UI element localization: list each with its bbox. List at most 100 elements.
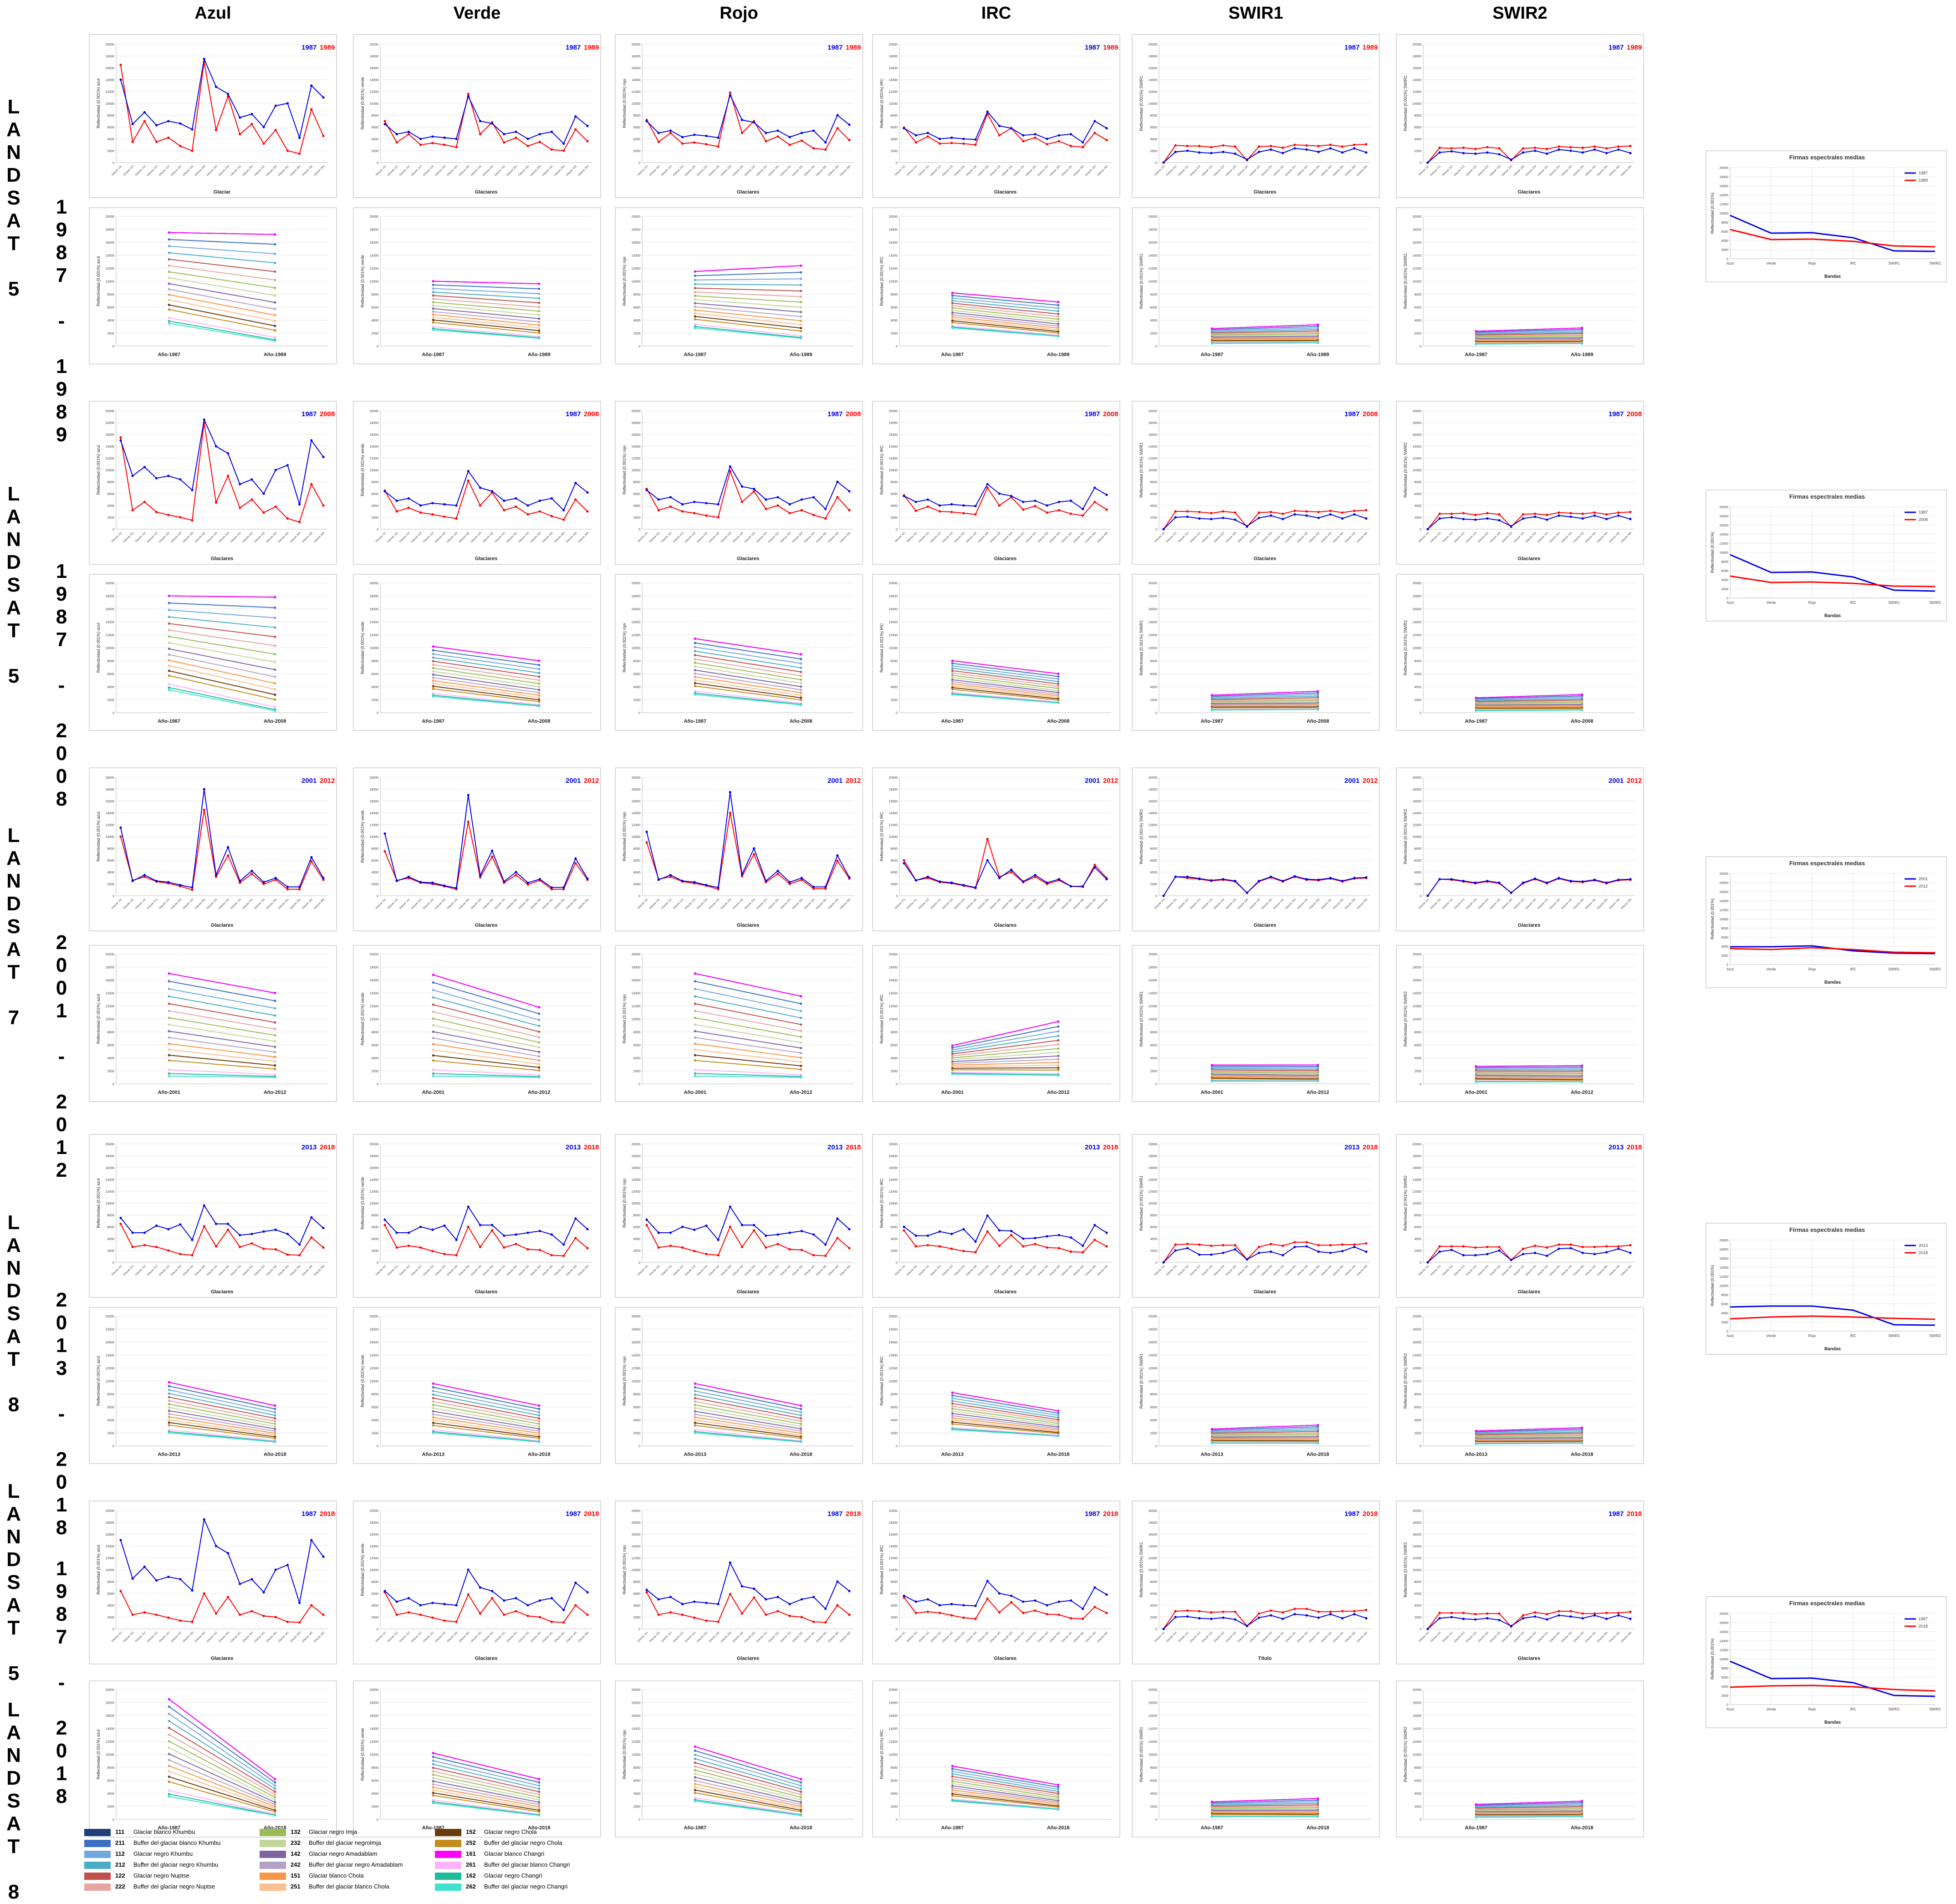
- y-tick-label: 12000: [889, 824, 898, 827]
- data-point: [432, 294, 434, 297]
- x-tick-label: Glaciar 251: [1025, 1265, 1037, 1276]
- data-point: [168, 1775, 170, 1778]
- glacier-line: [169, 1389, 275, 1413]
- y-tick-label: 14000: [1413, 255, 1422, 258]
- data-point: [239, 116, 241, 119]
- y-tick-label: 14000: [889, 992, 898, 995]
- y-tick-label: 8000: [107, 660, 114, 663]
- glacier-line: [952, 1065, 1058, 1067]
- x-tick-label: Glaciar 242: [1261, 165, 1273, 177]
- row-label-char: -: [58, 1671, 65, 1694]
- data-point: [203, 1518, 205, 1521]
- y-tick-label: 10000: [1413, 469, 1422, 472]
- data-point: [903, 859, 905, 862]
- y-axis-label: Reflectividad (0.001%): [1710, 1639, 1715, 1680]
- x-tick-label: Glaciar 222: [954, 165, 965, 177]
- data-point: [1105, 1245, 1108, 1248]
- y-tick-label: 2000: [1150, 1070, 1157, 1073]
- data-point: [479, 120, 482, 123]
- y-tick-label: 12000: [370, 1741, 379, 1744]
- series-line-1989: [120, 61, 324, 154]
- data-point: [657, 140, 660, 143]
- glacier-line: [433, 322, 539, 334]
- data-point: [824, 1255, 827, 1257]
- x-axis-label: Glaciares: [1518, 1656, 1541, 1661]
- y-tick-label: 10000: [889, 836, 898, 839]
- y-tick-label: 18000: [632, 229, 641, 232]
- slope-chart-verde-svg: 0200040006000800010000120001400016000180…: [360, 582, 592, 724]
- data-point: [951, 688, 954, 691]
- legend-year-b: 2008: [846, 410, 861, 418]
- series-line-1987: [120, 57, 324, 140]
- x-axis-label: Glaciares: [1518, 189, 1541, 195]
- data-point: [432, 1036, 434, 1040]
- y-tick-label: 16000: [106, 608, 115, 611]
- glacier-line: [952, 1785, 1058, 1802]
- y-tick-label: 0: [112, 1083, 114, 1086]
- slope-chart-swir2: 0 2000 4000 6000 8000 10000 12000 14000 16000 180…: [1396, 1680, 1644, 1838]
- glacier-line: [433, 1774, 539, 1798]
- y-tick-label: 18000: [889, 55, 898, 58]
- y-axis-label: Reflectividad (0.001%) SWIR2: [1403, 1542, 1408, 1598]
- x-tick-label: Glaciar 152: [780, 531, 792, 543]
- x-tick-label: Año-1987: [1465, 352, 1487, 357]
- x-tick-label: Año-2001: [941, 1090, 964, 1095]
- data-point: [586, 1228, 589, 1230]
- y-tick-label: 8000: [633, 293, 640, 296]
- glacier-line: [169, 1073, 275, 1077]
- y-tick-label: 14000: [106, 621, 115, 624]
- row-label-char: A: [6, 1812, 21, 1835]
- y-tick-label: 18000: [106, 966, 115, 970]
- y-tick-label: 2000: [107, 1616, 114, 1619]
- glacier-line: [1476, 702, 1582, 704]
- data-point: [986, 837, 989, 840]
- chart-title: Firmas espectrales medias: [1789, 1600, 1865, 1607]
- data-point: [717, 1603, 720, 1605]
- series-line-1987: [384, 95, 588, 145]
- y-tick-label: 18000: [889, 1521, 898, 1525]
- data-point: [179, 1619, 182, 1622]
- legend: 111 Glaciar blanco Khumbu 211 Buffer del gl…: [84, 1828, 608, 1901]
- glacier-line: [1476, 1431, 1582, 1434]
- y-tick-label: 8000: [1414, 481, 1421, 484]
- x-tick-label: Glaciar 262: [1097, 898, 1108, 910]
- y-tick-label: 18000: [1720, 515, 1729, 518]
- glacier-line: [433, 694, 539, 706]
- x-tick-label: Glaciar 142: [470, 1631, 482, 1643]
- y-tick-label: 14000: [106, 1728, 115, 1731]
- x-tick-label: Glaciar 142: [732, 898, 744, 910]
- glacier-line: [952, 1781, 1058, 1798]
- row-label-char: A: [6, 938, 21, 960]
- y-tick-label: 14000: [1149, 255, 1158, 258]
- data-point: [1057, 691, 1060, 694]
- x-tick-label: Glaciar 232: [1237, 898, 1249, 910]
- data-point: [226, 1596, 230, 1598]
- data-point: [1246, 1624, 1248, 1628]
- glacier-line: [1476, 1079, 1582, 1081]
- data-point: [1282, 512, 1284, 515]
- series-line-1987: [1163, 514, 1367, 530]
- x-axis-label: Glaciares: [994, 556, 1017, 562]
- data-point: [1093, 1586, 1096, 1589]
- glacier-line: [1476, 1810, 1582, 1812]
- data-point: [168, 669, 170, 672]
- x-tick-label: Glaciar 142: [206, 531, 218, 543]
- y-tick-label: 2000: [1414, 1070, 1421, 1073]
- x-tick-label: Año-2013: [1200, 1452, 1223, 1457]
- data-point: [432, 328, 434, 331]
- data-point: [214, 1245, 218, 1248]
- data-point: [467, 1568, 470, 1571]
- legend-year-a: 2001: [1344, 777, 1359, 785]
- data-point: [848, 509, 851, 511]
- data-point: [951, 1391, 954, 1394]
- glacier-line: [1212, 1424, 1318, 1429]
- x-tick-label: Glaciar 112: [1442, 898, 1454, 910]
- data-point: [490, 1597, 494, 1599]
- glacier-line: [695, 1419, 801, 1436]
- y-tick-label: 18000: [1413, 1155, 1422, 1158]
- x-tick-label: Rojo: [1808, 601, 1816, 605]
- data-point: [1269, 510, 1272, 513]
- row-label-char: N: [6, 1744, 21, 1766]
- x-tick-label: Glaciar 252: [1309, 898, 1321, 910]
- glacier-line: [433, 1764, 539, 1789]
